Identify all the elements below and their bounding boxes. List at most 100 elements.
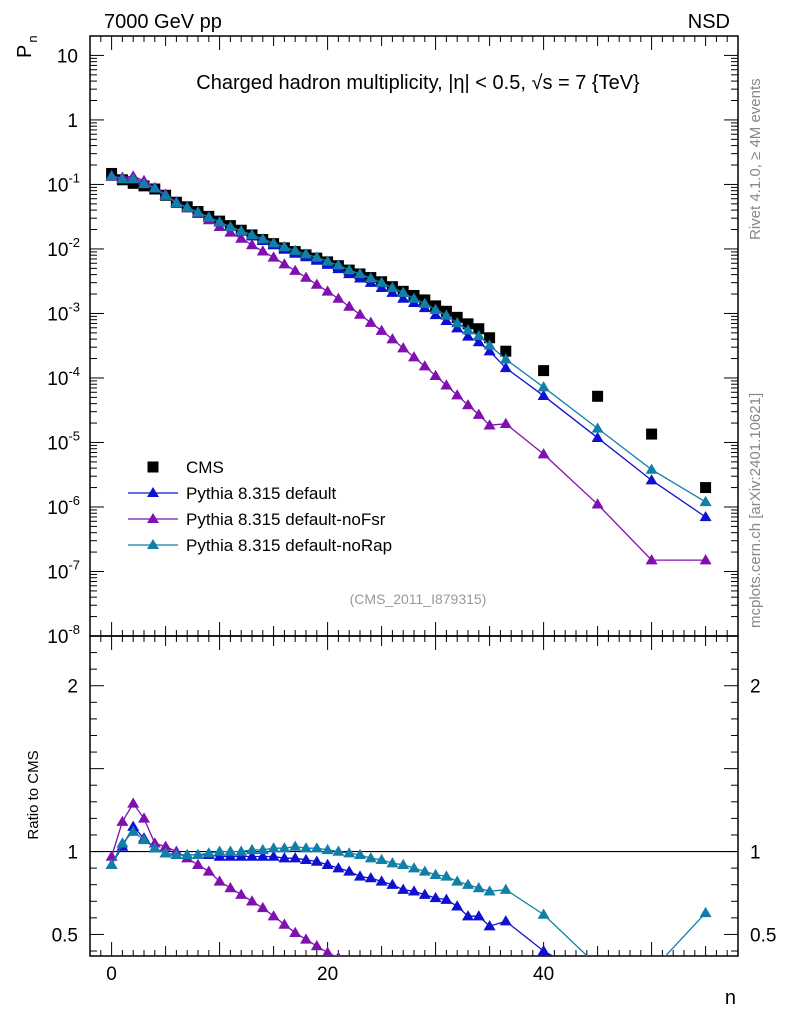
data-point	[418, 360, 431, 371]
ratio-point	[343, 847, 356, 858]
plot-title: Charged hadron multiplicity, |η| < 0.5, …	[196, 72, 640, 94]
data-point	[375, 281, 388, 292]
ratio-point	[278, 918, 291, 929]
data-point	[321, 255, 334, 266]
data-point	[472, 408, 485, 419]
ratio-point	[462, 910, 474, 921]
ratio-point	[310, 842, 323, 853]
ratio-point	[192, 858, 204, 870]
data-point	[483, 345, 496, 356]
ratio-panel-frame	[89, 635, 739, 957]
data-point	[278, 258, 291, 269]
ratio-point	[408, 885, 420, 896]
ratio-point	[592, 975, 604, 985]
legend-label: CMS	[186, 458, 224, 477]
ratio-y-tick-label-right: 1	[750, 843, 761, 864]
ratio-point	[235, 888, 248, 899]
ratio-point	[321, 858, 334, 870]
y-tick-label: 10-2	[47, 235, 80, 261]
side-label-top: Rivet 4.1.0, ≥ 4M events	[747, 78, 764, 240]
ratio-point	[537, 945, 550, 956]
ratio-point	[321, 843, 334, 855]
ratio-point	[224, 845, 237, 856]
series-3	[105, 170, 712, 507]
ratio-point	[300, 853, 312, 865]
data-point	[462, 318, 474, 330]
data-point	[354, 267, 366, 279]
ratio-y-label: Ratio to CMS	[25, 750, 42, 839]
data-point	[397, 286, 410, 297]
ratio-point	[148, 842, 161, 853]
ratio-point	[704, 953, 708, 956]
ratio-point	[375, 853, 388, 865]
data-point	[646, 428, 658, 440]
data-point	[116, 173, 129, 184]
data-point	[386, 281, 399, 292]
ratio-point	[418, 888, 431, 899]
data-point	[538, 365, 550, 377]
data-point	[364, 272, 377, 283]
ratio-point	[451, 900, 464, 911]
ratio-point	[105, 858, 118, 870]
x-tick-label: 40	[533, 964, 554, 985]
data-point	[386, 333, 399, 344]
ratio-point	[332, 845, 345, 856]
data-point	[300, 271, 312, 282]
ratio-point	[116, 815, 129, 826]
ratio-point	[267, 842, 280, 853]
data-point	[645, 554, 658, 565]
ratio-point	[127, 797, 140, 808]
ratio-point	[289, 840, 302, 851]
ratio-point	[472, 882, 485, 893]
data-point	[473, 323, 485, 335]
ratio-point	[289, 852, 302, 863]
data-point	[310, 251, 323, 262]
data-point	[418, 297, 431, 308]
ratio-point	[354, 870, 366, 881]
data-point	[462, 399, 474, 410]
ratio-point	[170, 848, 183, 860]
data-point	[148, 182, 161, 193]
data-point	[440, 379, 453, 390]
ratio-point	[246, 843, 258, 855]
ratio-point	[213, 875, 226, 886]
ratio-point	[116, 837, 129, 848]
data-point	[700, 482, 712, 494]
ratio-line	[111, 830, 707, 956]
data-point	[192, 206, 204, 217]
ratio-point	[235, 845, 248, 856]
ratio-point	[354, 848, 366, 860]
ratio-point	[472, 910, 485, 921]
ratio-point	[246, 895, 258, 906]
data-point	[699, 495, 712, 507]
y-tick-label: 10-5	[47, 428, 80, 454]
ratio-line	[111, 825, 554, 956]
data-point	[537, 389, 550, 400]
data-point	[181, 201, 194, 212]
ratio-point	[386, 857, 399, 868]
ratio-point	[343, 957, 355, 967]
data-point	[343, 264, 356, 275]
data-point	[235, 232, 248, 243]
ratio-point	[159, 847, 172, 858]
ratio-point	[181, 848, 194, 860]
y-tick-label: 10-6	[47, 493, 80, 519]
data-point	[472, 329, 485, 341]
data-point	[591, 498, 604, 509]
legend-item-1: Pythia 8.315 default	[128, 484, 337, 503]
y-tick-label: 1	[67, 111, 78, 132]
data-point	[462, 330, 474, 341]
ratio-point	[483, 920, 496, 931]
data-point	[451, 322, 464, 333]
ratio-point	[256, 850, 269, 861]
data-point	[138, 177, 150, 189]
data-point	[408, 292, 420, 303]
data-point	[499, 353, 512, 364]
ratio-y-tick-label-right: 2	[750, 677, 761, 698]
data-point	[235, 224, 248, 236]
data-point	[332, 259, 345, 270]
data-point	[591, 431, 604, 443]
ratio-point	[462, 878, 474, 889]
data-point	[289, 264, 302, 275]
